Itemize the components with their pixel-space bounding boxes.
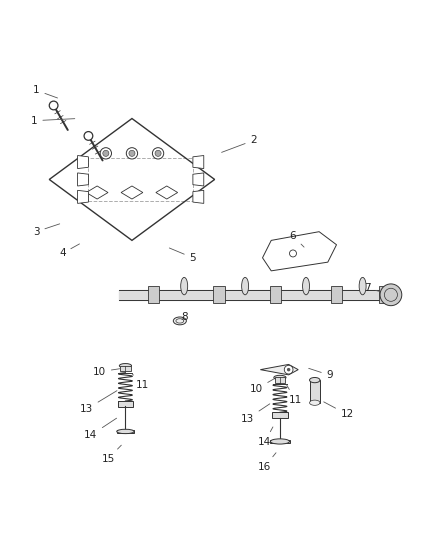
Circle shape: [155, 150, 161, 156]
Text: 15: 15: [101, 445, 121, 464]
Polygon shape: [121, 186, 143, 199]
Polygon shape: [117, 430, 134, 433]
Text: 14: 14: [84, 418, 117, 440]
Bar: [310, 380, 320, 403]
Ellipse shape: [117, 429, 134, 434]
Text: 9: 9: [309, 368, 333, 381]
Bar: [120, 366, 131, 372]
Polygon shape: [193, 156, 204, 168]
Text: 1: 1: [33, 85, 57, 98]
Text: 13: 13: [240, 404, 270, 424]
Bar: [379, 286, 390, 303]
Circle shape: [287, 368, 290, 372]
Ellipse shape: [242, 277, 249, 295]
Text: 4: 4: [59, 244, 79, 259]
Polygon shape: [193, 173, 204, 186]
Bar: [272, 413, 288, 418]
Text: 13: 13: [80, 391, 117, 414]
Text: 16: 16: [258, 453, 276, 472]
Ellipse shape: [359, 277, 366, 295]
Ellipse shape: [310, 400, 320, 405]
Text: 10: 10: [249, 377, 276, 394]
Polygon shape: [78, 190, 88, 204]
Ellipse shape: [119, 364, 131, 368]
Polygon shape: [78, 156, 88, 168]
Polygon shape: [78, 173, 88, 186]
Circle shape: [284, 365, 293, 374]
Circle shape: [49, 101, 58, 110]
Circle shape: [126, 148, 138, 159]
Text: 11: 11: [132, 374, 149, 390]
Circle shape: [84, 132, 93, 140]
Bar: [275, 377, 285, 383]
Circle shape: [152, 148, 164, 159]
Circle shape: [380, 284, 402, 305]
Polygon shape: [270, 440, 290, 443]
Bar: [270, 286, 281, 303]
Ellipse shape: [270, 439, 290, 444]
Bar: [213, 286, 225, 303]
Text: 7: 7: [364, 283, 381, 293]
Ellipse shape: [310, 377, 320, 383]
Text: 3: 3: [33, 224, 60, 237]
Text: 5: 5: [170, 248, 196, 263]
Polygon shape: [86, 186, 108, 199]
Ellipse shape: [274, 375, 286, 379]
Ellipse shape: [181, 277, 187, 295]
Text: 10: 10: [93, 367, 120, 377]
Text: 2: 2: [222, 135, 257, 152]
Polygon shape: [156, 186, 178, 199]
Text: 12: 12: [324, 402, 354, 419]
Circle shape: [129, 150, 135, 156]
Bar: [331, 286, 342, 303]
Circle shape: [100, 148, 112, 159]
Text: 1: 1: [31, 116, 75, 126]
Text: 8: 8: [181, 312, 187, 321]
Text: 14: 14: [258, 427, 273, 447]
Bar: [117, 401, 133, 407]
Ellipse shape: [173, 317, 186, 325]
Ellipse shape: [303, 277, 310, 295]
Polygon shape: [193, 190, 204, 204]
Circle shape: [103, 150, 109, 156]
Bar: [148, 286, 159, 303]
Text: 6: 6: [290, 231, 304, 247]
Text: 11: 11: [286, 385, 302, 405]
Polygon shape: [260, 365, 298, 375]
